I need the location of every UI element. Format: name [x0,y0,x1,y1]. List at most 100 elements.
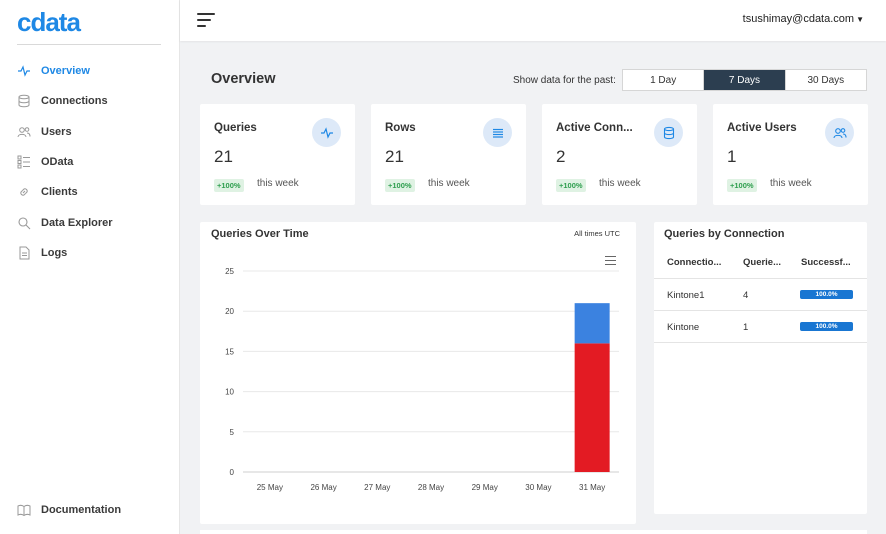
book-icon [17,503,31,517]
stat-change-badge: +100% [214,179,244,192]
success-rate-label: 100.0% [815,323,838,330]
activity-icon [312,118,341,147]
user-email: tsushimay@cdata.com [742,13,855,25]
sidebar-item-odata[interactable]: OData [0,147,180,177]
table-row-divider [654,342,867,343]
sidebar-item-clients[interactable]: Clients [0,177,180,207]
stat-value: 1 [727,147,737,166]
stat-period: this week [257,178,299,189]
stat-card-queries: Queries 21 +100% this week [200,104,355,205]
sidebar-item-users[interactable]: Users [0,117,180,147]
x-tick-label: 29 May [472,483,498,492]
stat-change-badge: +100% [385,179,415,192]
success-rate-bar: 100.0% [800,290,853,299]
sidebar-item-label: OData [41,156,74,169]
column-header-connection[interactable]: Connectio... [667,257,722,268]
x-tick-label: 30 May [525,483,551,492]
stat-value: 2 [556,147,566,166]
stat-change-badge: +100% [556,179,586,192]
y-tick-label: 15 [225,347,234,356]
success-rate-fill [800,290,853,299]
sidebar-item-label: Clients [41,186,78,199]
stat-card-rows: Rows 21 +100% this week [371,104,526,205]
chart-timezone-note: All times UTC [574,229,620,238]
x-tick-label: 26 May [310,483,336,492]
stat-card-active-connections: Active Conn... 2 +100% this week [542,104,697,205]
table-row[interactable]: Kintone1 4 100.0% [654,278,867,310]
menu-toggle-icon[interactable] [197,13,215,27]
svg-text:cdata: cdata [17,11,81,35]
column-header-queries[interactable]: Querie... [743,257,782,268]
file-icon [17,246,31,260]
y-tick-label: 25 [225,267,234,276]
queries-by-connection-panel: Queries by Connection Connectio... Queri… [654,222,867,514]
database-icon [17,94,31,108]
database-icon [654,118,683,147]
sidebar-item-overview[interactable]: Overview [0,56,180,86]
sidebar-item-data-explorer[interactable]: Data Explorer [0,207,180,237]
stat-title: Queries [214,122,257,134]
x-tick-label: 28 May [418,483,444,492]
sidebar-item-label: Logs [41,246,68,259]
users-icon [17,125,31,139]
stat-period: this week [770,178,812,189]
x-tick-label: 31 May [579,483,605,492]
y-tick-label: 5 [230,428,235,437]
y-tick-label: 0 [230,468,235,477]
user-menu[interactable]: tsushimay@cdata.com ▼ [743,13,864,25]
sidebar-nav: Overview Connections Users OData Clients [0,56,180,268]
sidebar-item-label: Overview [41,65,90,78]
bar-segment [574,303,610,344]
stat-value: 21 [214,147,233,166]
range-option-1-day[interactable]: 1 Day [650,74,677,86]
sidebar-item-logs[interactable]: Logs [0,238,180,268]
connection-name: Kintone [667,322,700,333]
sidebar-item-label: Connections [41,95,108,108]
chart-menu-icon[interactable] [605,256,616,265]
query-count: 4 [743,290,749,301]
stat-period: this week [599,178,641,189]
documentation-label: Documentation [41,504,122,516]
stat-period: this week [428,178,470,189]
sidebar-divider [17,44,161,45]
sidebar-item-label: Users [41,125,72,138]
range-label: Show data for the past: [513,75,616,86]
query-count: 1 [743,322,749,333]
sidebar-item-connections[interactable]: Connections [0,86,180,116]
cdata-logo[interactable]: cdata [17,11,101,35]
next-panel-edge [200,530,867,534]
table-row[interactable]: Kintone 1 100.0% [654,310,867,342]
success-rate-fill [800,322,853,331]
odata-icon [17,155,31,169]
connection-name: Kintone1 [667,290,705,301]
sidebar-item-documentation[interactable]: Documentation [0,500,180,520]
column-header-success[interactable]: Successf... [801,257,851,268]
stat-card-active-users: Active Users 1 +100% this week [713,104,868,205]
range-option-30-days[interactable]: 30 Days [784,70,866,90]
stat-change-badge: +100% [727,179,757,192]
link-icon [17,185,31,199]
bar-segment [574,343,610,472]
sidebar: cdata Overview Connections Users OData [0,0,180,534]
activity-icon [17,64,31,78]
sidebar-item-label: Data Explorer [41,216,113,229]
range-selector: 1 Day 7 Days 30 Days [622,69,867,91]
users-icon [825,118,854,147]
range-option-7-days[interactable]: 7 Days [703,70,785,90]
page-title: Overview [211,71,276,87]
x-tick-label: 27 May [364,483,390,492]
y-tick-label: 20 [225,307,234,316]
topbar: tsushimay@cdata.com ▼ [180,0,886,41]
chart-title: Queries Over Time [211,228,309,240]
queries-over-time-panel: 0 5 10 15 20 25 25 May 26 May 27 May 28 May 29 May… [200,222,636,524]
success-rate-label: 100.0% [815,291,838,298]
stat-title: Active Conn... [556,122,633,134]
y-tick-label: 10 [225,388,234,397]
chevron-down-icon: ▼ [856,15,864,24]
search-icon [17,216,31,230]
stat-title: Active Users [727,122,797,134]
list-icon [483,118,512,147]
table-title: Queries by Connection [664,228,785,240]
stat-value: 21 [385,147,404,166]
stat-title: Rows [385,122,416,134]
